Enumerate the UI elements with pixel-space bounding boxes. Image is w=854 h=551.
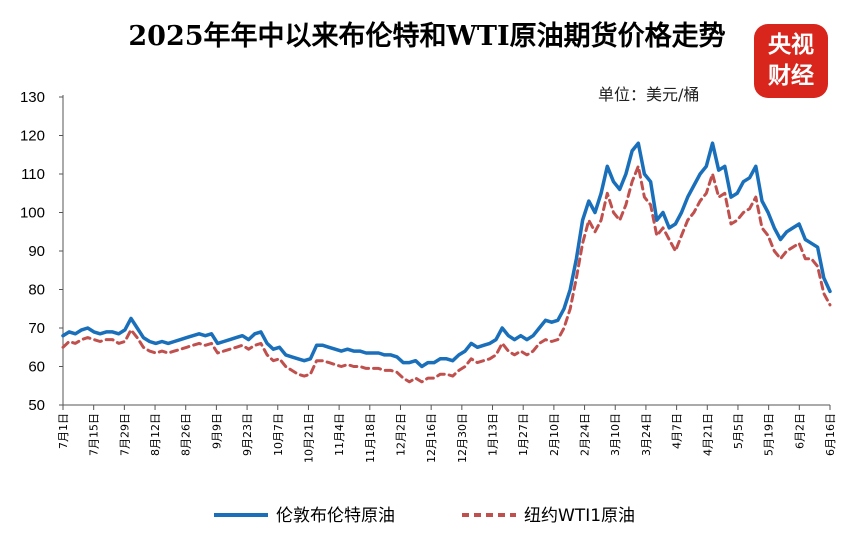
y-tick-label: 130 [20, 89, 45, 106]
x-tick-label: 3月10日 [609, 413, 622, 456]
y-tick-label: 50 [28, 397, 45, 414]
x-tick-label: 7月29日 [118, 413, 131, 456]
x-tick-label: 1月13日 [487, 413, 500, 456]
x-tick-label: 2月10日 [548, 413, 561, 456]
x-tick-label: 12月30日 [456, 413, 469, 463]
y-tick-label: 120 [20, 128, 45, 145]
chart-title: 2025年年中以来布伦特和WTI原油期货价格走势 [128, 21, 726, 52]
axes: 50 60 70 80 90 100 110 120 130 7月1日 7月15日 7月29日 8月12… [20, 89, 837, 463]
x-tick-label: 4月21日 [701, 413, 714, 456]
x-tick-label: 5月19日 [763, 413, 776, 456]
x-tick-label: 12月2日 [394, 413, 407, 456]
x-tick-label: 12月16日 [425, 413, 438, 463]
x-tick-label: 7月15日 [88, 413, 101, 456]
x-tick-label: 9月9日 [210, 413, 223, 449]
unit-label: 单位：美元/桶 [598, 85, 700, 104]
x-tick-label: 10月21日 [302, 413, 315, 463]
x-tick-label: 11月4日 [333, 413, 346, 456]
x-tick-label: 3月24日 [640, 413, 653, 456]
logo-line1: 央视 [768, 32, 814, 58]
series-layer [61, 141, 832, 384]
x-tick-label: 7月1日 [57, 413, 70, 449]
x-tick-label: 10月7日 [272, 413, 285, 456]
series-line-brent [61, 141, 832, 369]
y-tick-label: 70 [28, 320, 45, 337]
legend-label-brent: 伦敦布伦特原油 [276, 506, 395, 526]
x-tick-label: 2月24日 [579, 413, 592, 456]
y-tick-label: 100 [20, 205, 45, 222]
x-tick-label: 4月7日 [671, 413, 684, 449]
x-tick-label: 11月18日 [364, 413, 377, 463]
x-tick-label: 1月27日 [517, 413, 530, 456]
x-tick-label: 6月2日 [793, 413, 806, 449]
series-line-wti [61, 164, 832, 384]
x-tick-label: 6月16日 [824, 413, 837, 456]
x-tick-label: 9月23日 [241, 413, 254, 456]
y-tick-label: 80 [28, 282, 45, 299]
y-tick-label: 60 [28, 359, 45, 376]
x-tick-label: 8月12日 [149, 413, 162, 456]
legend: 伦敦布伦特原油 纽约WTI1原油 [214, 506, 635, 526]
x-tick-label: 8月26日 [180, 413, 193, 456]
logo-line2: 财经 [768, 63, 814, 89]
cctv-finance-logo: 央视 财经 [754, 24, 828, 98]
x-tick-label: 5月5日 [732, 413, 745, 449]
y-tick-label: 90 [28, 243, 45, 260]
y-tick-label: 110 [21, 166, 45, 183]
legend-label-wti: 纽约WTI1原油 [524, 506, 635, 526]
